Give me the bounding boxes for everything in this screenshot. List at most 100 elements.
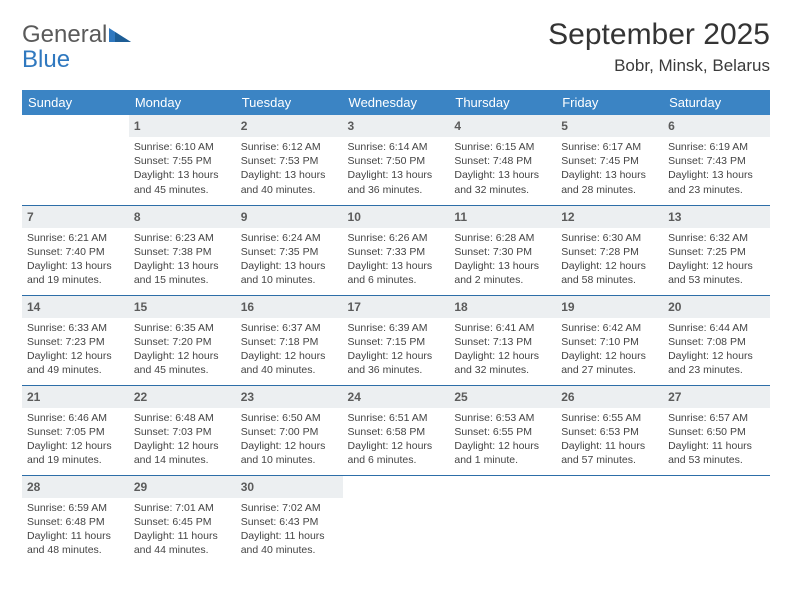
calendar-day-cell: . <box>556 475 663 565</box>
sunrise-text: Sunrise: 6:57 AM <box>668 411 765 425</box>
day-number-bar: 26 <box>556 386 663 408</box>
day-number-bar: 18 <box>449 296 556 318</box>
calendar-body: .1Sunrise: 6:10 AMSunset: 7:55 PMDayligh… <box>22 115 770 565</box>
sunset-text: Sunset: 6:58 PM <box>348 425 445 439</box>
calendar-day-cell: . <box>663 475 770 565</box>
calendar-day-cell: 20Sunrise: 6:44 AMSunset: 7:08 PMDayligh… <box>663 295 770 385</box>
day-details: Sunrise: 6:42 AMSunset: 7:10 PMDaylight:… <box>556 318 663 382</box>
day-number: 25 <box>454 390 467 404</box>
day-number-bar: 21 <box>22 386 129 408</box>
daylight-text: Daylight: 13 hours and 45 minutes. <box>134 168 231 196</box>
daylight-text: Daylight: 13 hours and 10 minutes. <box>241 259 338 287</box>
sunrise-text: Sunrise: 6:21 AM <box>27 231 124 245</box>
daylight-text: Daylight: 12 hours and 1 minute. <box>454 439 551 467</box>
sunset-text: Sunset: 7:10 PM <box>561 335 658 349</box>
day-number-bar: 10 <box>343 206 450 228</box>
sunset-text: Sunset: 7:28 PM <box>561 245 658 259</box>
day-number: 6 <box>668 119 675 133</box>
daylight-text: Daylight: 13 hours and 19 minutes. <box>27 259 124 287</box>
calendar-day-cell: 26 Sunrise: 6:55 AMSunset: 6:53 PMDayligh… <box>556 385 663 475</box>
day-number: 17 <box>348 300 361 314</box>
calendar-day-cell: 27Sunrise: 6:57 AMSunset: 6:50 PMDayligh… <box>663 385 770 475</box>
daylight-text: Daylight: 11 hours and 44 minutes. <box>134 529 231 557</box>
sunrise-text: Sunrise: 6:12 AM <box>241 140 338 154</box>
daylight-text: Daylight: 13 hours and 15 minutes. <box>134 259 231 287</box>
day-number: 12 <box>561 210 574 224</box>
day-number: 5 <box>561 119 568 133</box>
sunset-text: Sunset: 6:55 PM <box>454 425 551 439</box>
sunset-text: Sunset: 7:33 PM <box>348 245 445 259</box>
day-number-bar: 22 <box>129 386 236 408</box>
sunset-text: Sunset: 7:20 PM <box>134 335 231 349</box>
calendar-day-cell: 5Sunrise: 6:17 AMSunset: 7:45 PMDaylight… <box>556 115 663 205</box>
day-details: Sunrise: 6:55 AMSunset: 6:53 PMDaylight:… <box>556 408 663 472</box>
day-number: 19 <box>561 300 574 314</box>
sunrise-text: Sunrise: 6:42 AM <box>561 321 658 335</box>
calendar-day-cell: 17Sunrise: 6:39 AMSunset: 7:15 PMDayligh… <box>343 295 450 385</box>
day-number-bar: 6 <box>663 115 770 137</box>
weekday-header: Thursday <box>449 90 556 115</box>
day-details: Sunrise: 7:01 AMSunset: 6:45 PMDaylight:… <box>129 498 236 562</box>
location-text: Bobr, Minsk, Belarus <box>548 56 770 76</box>
day-number-bar: 23 <box>236 386 343 408</box>
sunset-text: Sunset: 7:25 PM <box>668 245 765 259</box>
day-number: 26 <box>561 390 574 404</box>
day-number-bar: 2 <box>236 115 343 137</box>
weekday-header: Friday <box>556 90 663 115</box>
logo: General Blue <box>22 22 131 72</box>
day-number-bar: 7 <box>22 206 129 228</box>
day-number: 29 <box>134 480 147 494</box>
day-number: 28 <box>27 480 40 494</box>
daylight-text: Daylight: 13 hours and 23 minutes. <box>668 168 765 196</box>
calendar-day-cell: 8Sunrise: 6:23 AMSunset: 7:38 PMDaylight… <box>129 205 236 295</box>
weekday-header: Wednesday <box>343 90 450 115</box>
day-details: Sunrise: 6:14 AMSunset: 7:50 PMDaylight:… <box>343 137 450 201</box>
day-number-bar: 29 <box>129 476 236 498</box>
sunset-text: Sunset: 7:45 PM <box>561 154 658 168</box>
day-details: Sunrise: 6:46 AMSunset: 7:05 PMDaylight:… <box>22 408 129 472</box>
day-number-bar: 5 <box>556 115 663 137</box>
day-details: Sunrise: 6:28 AMSunset: 7:30 PMDaylight:… <box>449 228 556 292</box>
day-number-bar: 11 <box>449 206 556 228</box>
calendar-day-cell: . <box>343 475 450 565</box>
day-number-bar: 30 <box>236 476 343 498</box>
daylight-text: Daylight: 11 hours and 57 minutes. <box>561 439 658 467</box>
weekday-header-row: SundayMondayTuesdayWednesdayThursdayFrid… <box>22 90 770 115</box>
logo-triangle-icon <box>109 28 131 42</box>
sunrise-text: Sunrise: 6:30 AM <box>561 231 658 245</box>
day-number-bar: 19 <box>556 296 663 318</box>
daylight-text: Daylight: 12 hours and 14 minutes. <box>134 439 231 467</box>
sunrise-text: Sunrise: 6:37 AM <box>241 321 338 335</box>
day-number: 11 <box>454 210 467 224</box>
weekday-header: Tuesday <box>236 90 343 115</box>
day-number-bar: 16 <box>236 296 343 318</box>
sunset-text: Sunset: 7:48 PM <box>454 154 551 168</box>
weekday-header: Saturday <box>663 90 770 115</box>
calendar-day-cell: 12Sunrise: 6:30 AMSunset: 7:28 PMDayligh… <box>556 205 663 295</box>
day-number: 21 <box>27 390 40 404</box>
calendar-week-row: 14Sunrise: 6:33 AMSunset: 7:23 PMDayligh… <box>22 295 770 385</box>
calendar-day-cell: . <box>449 475 556 565</box>
calendar-day-cell: 16Sunrise: 6:37 AMSunset: 7:18 PMDayligh… <box>236 295 343 385</box>
day-details: Sunrise: 6:44 AMSunset: 7:08 PMDaylight:… <box>663 318 770 382</box>
day-details: Sunrise: 6:48 AMSunset: 7:03 PMDaylight:… <box>129 408 236 472</box>
calendar-day-cell: 15Sunrise: 6:35 AMSunset: 7:20 PMDayligh… <box>129 295 236 385</box>
calendar-day-cell: 30Sunrise: 7:02 AMSunset: 6:43 PMDayligh… <box>236 475 343 565</box>
day-details: Sunrise: 6:53 AMSunset: 6:55 PMDaylight:… <box>449 408 556 472</box>
day-details: Sunrise: 6:23 AMSunset: 7:38 PMDaylight:… <box>129 228 236 292</box>
sunrise-text: Sunrise: 6:41 AM <box>454 321 551 335</box>
day-number: 24 <box>348 390 361 404</box>
sunrise-text: Sunrise: 6:24 AM <box>241 231 338 245</box>
sunset-text: Sunset: 7:00 PM <box>241 425 338 439</box>
day-number: 9 <box>241 210 248 224</box>
day-details: Sunrise: 6:41 AMSunset: 7:13 PMDaylight:… <box>449 318 556 382</box>
daylight-text: Daylight: 12 hours and 10 minutes. <box>241 439 338 467</box>
day-details: Sunrise: 7:02 AMSunset: 6:43 PMDaylight:… <box>236 498 343 562</box>
day-number-bar: 14 <box>22 296 129 318</box>
daylight-text: Daylight: 11 hours and 40 minutes. <box>241 529 338 557</box>
sunrise-text: Sunrise: 6:32 AM <box>668 231 765 245</box>
daylight-text: Daylight: 13 hours and 36 minutes. <box>348 168 445 196</box>
calendar-day-cell: 23Sunrise: 6:50 AMSunset: 7:00 PMDayligh… <box>236 385 343 475</box>
day-details: Sunrise: 6:26 AMSunset: 7:33 PMDaylight:… <box>343 228 450 292</box>
day-number: 10 <box>348 210 361 224</box>
